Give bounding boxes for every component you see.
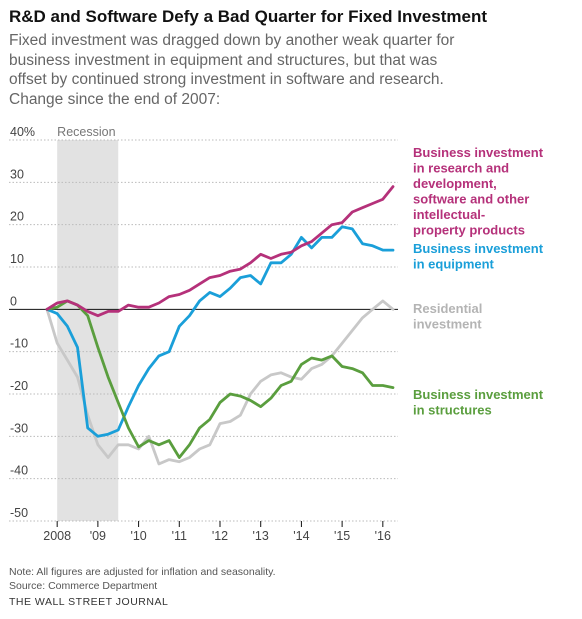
y-tick-label: -20 xyxy=(10,379,28,393)
series-label: Business investment in structures xyxy=(413,387,544,418)
chart-source: Source: Commerce Department xyxy=(9,580,158,592)
y-tick-label: -30 xyxy=(10,421,28,435)
chart-subtitle: Fixed investment was dragged down by ano… xyxy=(9,32,455,108)
series-label-line: intellectual- xyxy=(413,207,485,222)
series-line xyxy=(45,225,395,438)
y-tick-label: -40 xyxy=(10,464,28,478)
series-line xyxy=(45,185,395,318)
y-axis-ticks: 40% 30 20 10 0 -10 -20 -30 -40 -50 xyxy=(10,125,35,520)
chart-note: Note: All figures are adjusted for infla… xyxy=(9,566,276,578)
series-label-line: Business investment xyxy=(413,241,544,256)
series-labels: Business investment in research and develo… xyxy=(413,145,544,418)
publisher-brand: THE WALL STREET JOURNAL xyxy=(9,596,169,608)
y-tick-label: 30 xyxy=(10,167,24,181)
x-tick-label: '15 xyxy=(334,529,350,543)
series-label-line: software and other xyxy=(413,192,529,207)
x-tick-label: '11 xyxy=(172,529,187,543)
series-lines xyxy=(45,185,395,466)
x-tick-label: 2008 xyxy=(43,529,71,543)
series-label-line: Business investment xyxy=(413,387,544,402)
y-tick-label: 40% xyxy=(10,125,35,139)
y-tick-label: -50 xyxy=(10,506,28,520)
x-tick-label: '12 xyxy=(212,529,228,543)
series-label-line: in equipment xyxy=(413,257,495,272)
series-label-line: in structures xyxy=(413,403,492,418)
recession-label: Recession xyxy=(57,125,115,139)
series-line xyxy=(45,299,395,459)
series-label-line: development, xyxy=(413,176,497,191)
y-tick-label: -10 xyxy=(10,337,28,351)
y-tick-label: 20 xyxy=(10,210,24,224)
y-tick-label: 0 xyxy=(10,294,17,308)
series-label-line: in research and xyxy=(413,161,509,176)
series-label: Residential investment xyxy=(413,301,482,332)
x-tick-label: '13 xyxy=(253,529,269,543)
series-label-line: Residential xyxy=(413,301,482,316)
series-label: Business investment in equipment xyxy=(413,241,544,272)
x-axis-ticks: 2008 '09 '10 '11 '12 '13 '14 '15 '16 xyxy=(43,521,391,543)
x-tick-label: '16 xyxy=(375,529,391,543)
x-tick-label: '14 xyxy=(293,529,309,543)
series-label-line: Business investment xyxy=(413,145,544,160)
recession-band xyxy=(57,140,119,521)
y-tick-label: 10 xyxy=(10,252,24,266)
gridlines xyxy=(9,139,398,522)
line-chart: Recession 40% 30 20 10 0 -10 -20 -30 -40 -50 2008… xyxy=(9,125,544,543)
series-label-line: property products xyxy=(413,223,525,238)
x-tick-label: '09 xyxy=(90,529,106,543)
chart-title: R&D and Software Defy a Bad Quarter for … xyxy=(9,7,487,26)
x-tick-label: '10 xyxy=(130,529,146,543)
series-line xyxy=(45,299,395,466)
series-label-line: investment xyxy=(413,317,482,332)
series-label: Business investment in research and develo… xyxy=(413,145,544,238)
